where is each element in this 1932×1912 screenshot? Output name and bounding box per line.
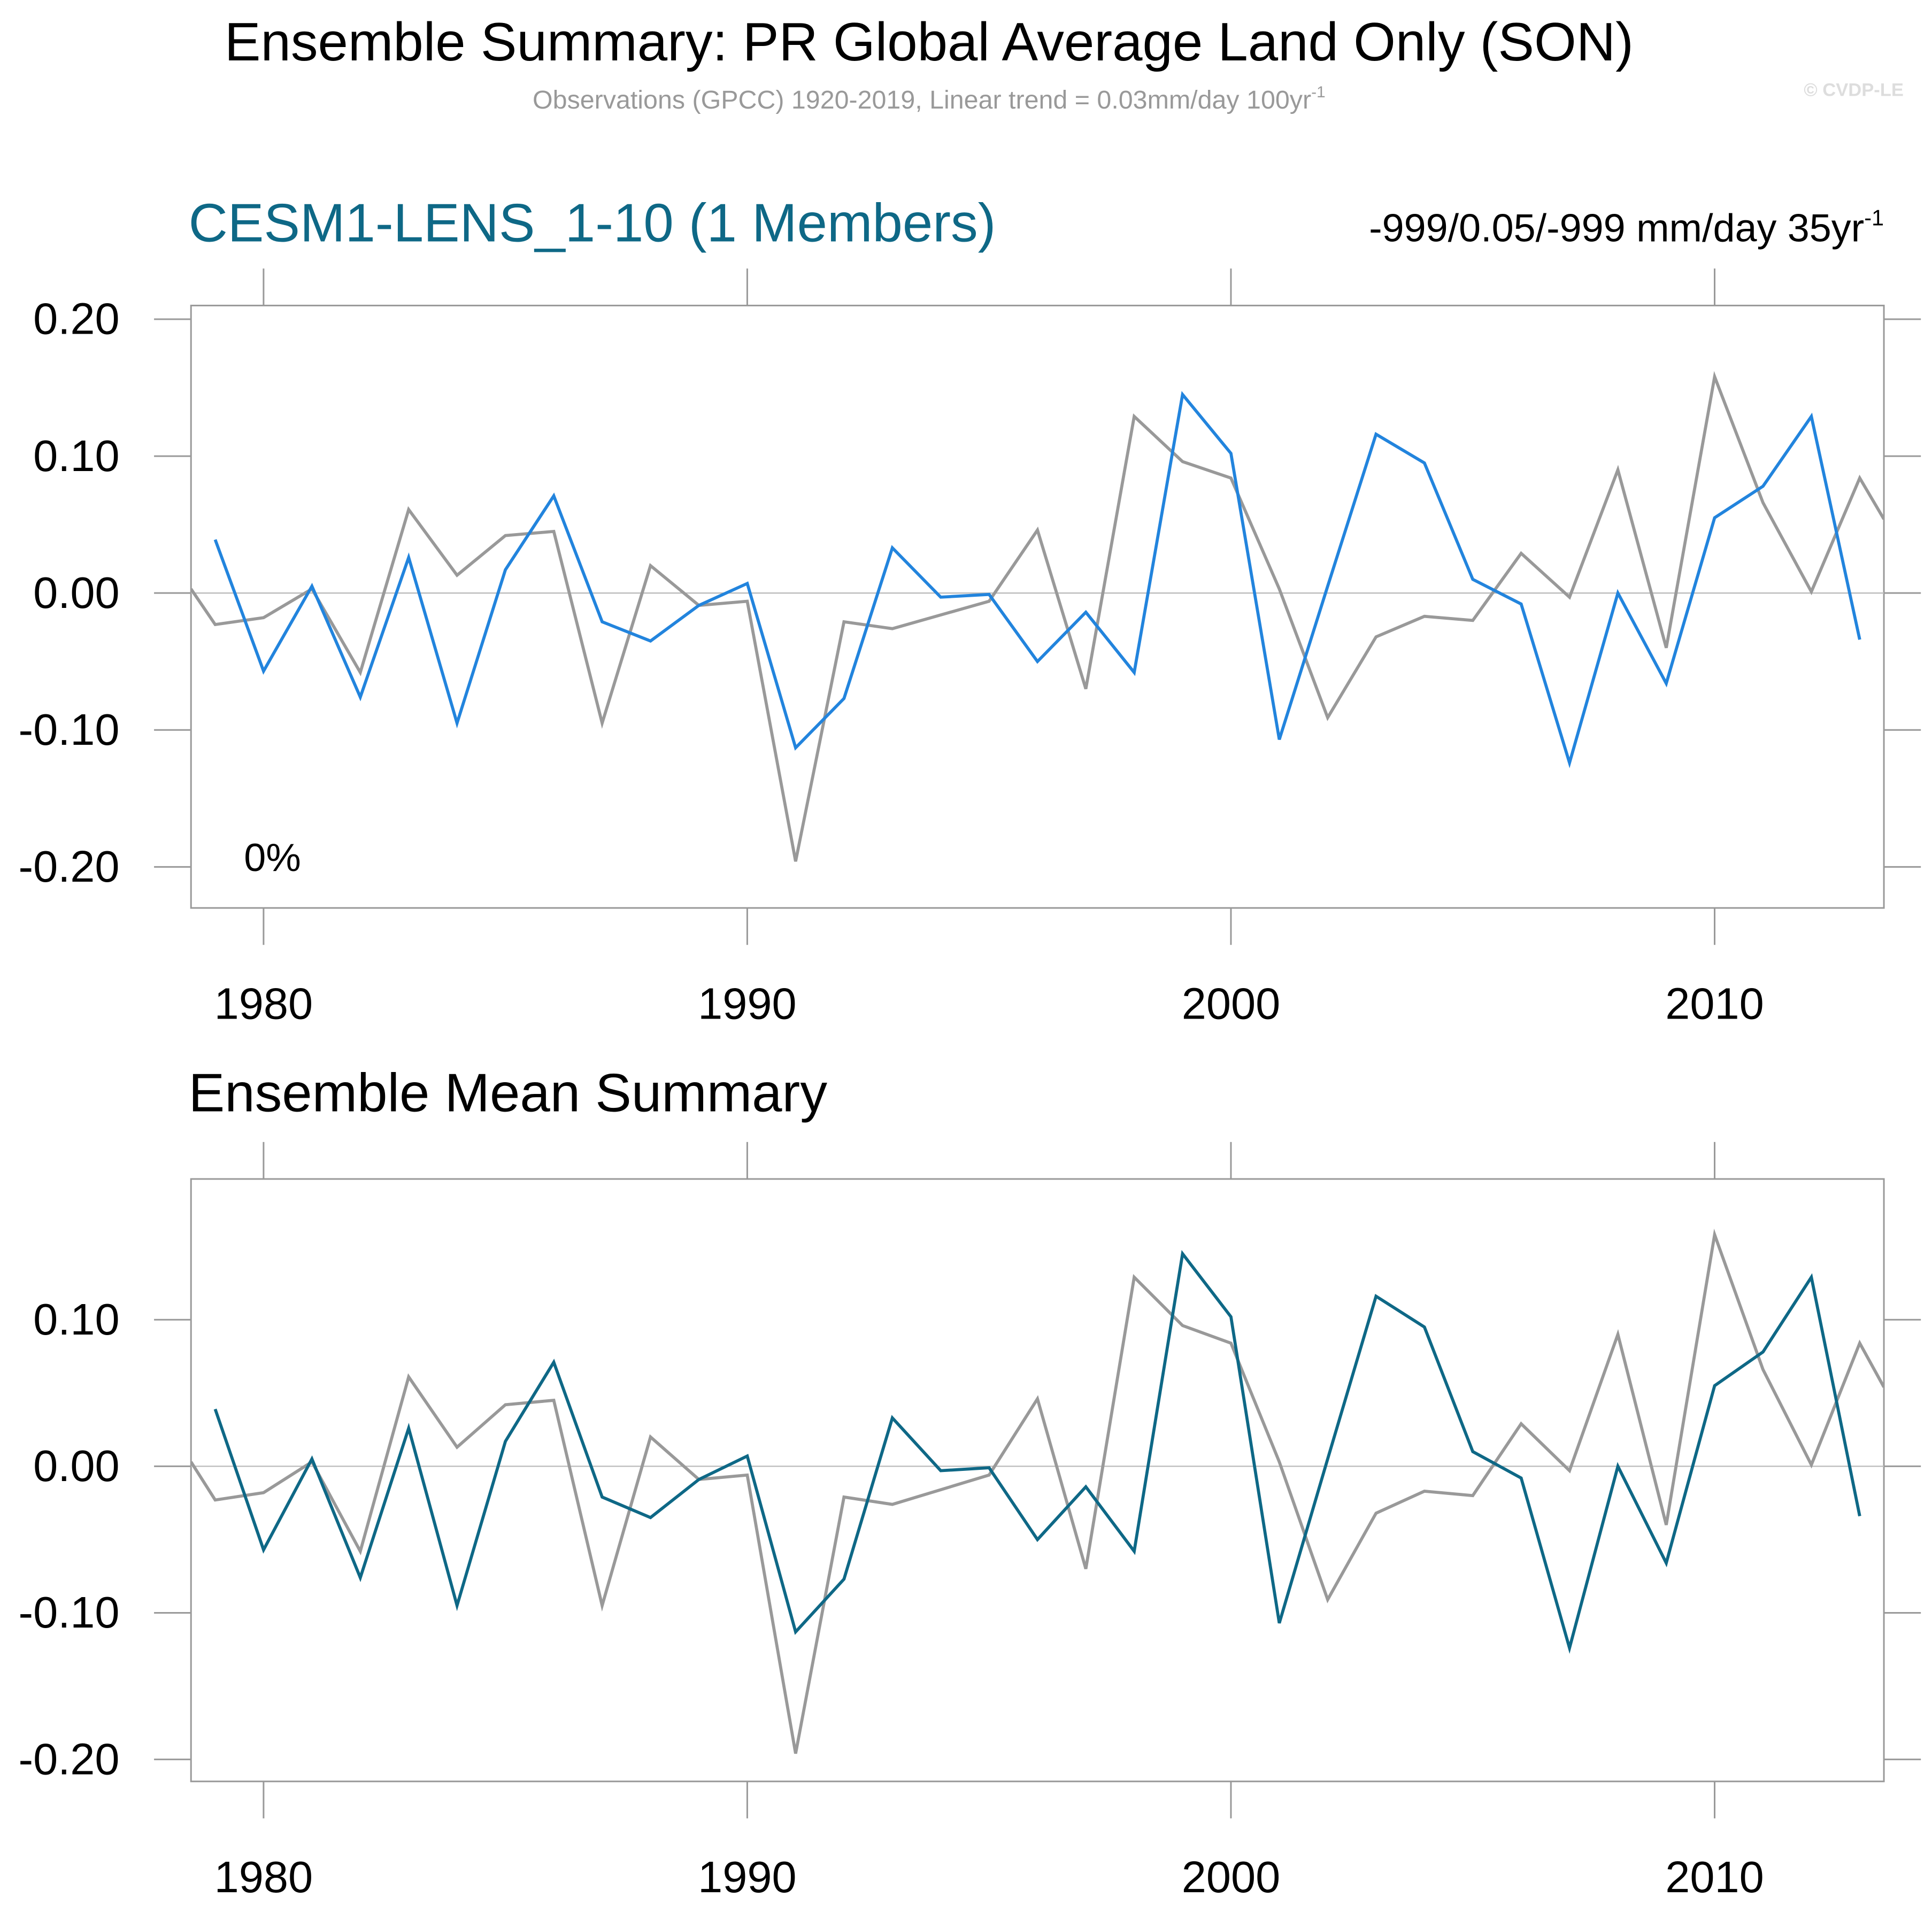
panel-title: Ensemble Mean Summary [189, 1062, 828, 1123]
y-tick-label: -0.10 [19, 705, 120, 754]
x-tick-label: 2000 [1182, 979, 1281, 1029]
panel-title: CESM1-LENS_1-10 (1 Members) [189, 193, 996, 253]
x-tick-label: 1980 [214, 1852, 313, 1902]
trend-sup: -1 [1864, 205, 1884, 230]
x-tick-label: 1980 [214, 979, 313, 1029]
y-tick-label: 0.10 [33, 1294, 119, 1344]
x-tick-label: 2010 [1665, 1852, 1764, 1902]
series-line [213, 1250, 1861, 1654]
subtitle-sup: -1 [1311, 83, 1326, 101]
trend-text: -999/0.05/-999 mm/day 35yr [1369, 206, 1864, 250]
y-tick-label: -0.20 [19, 842, 120, 891]
annotation: 0% [244, 835, 301, 880]
subtitle-text: Observations (GPCC) 1920-2019, Linear tr… [533, 86, 1311, 114]
credit: © CVDP-LE [1804, 80, 1904, 101]
plot-frame [190, 304, 1885, 909]
series-line [213, 391, 1861, 768]
series-line [191, 1228, 1884, 1754]
plot-frame [190, 1178, 1885, 1783]
x-tick-label: 2000 [1182, 1852, 1281, 1902]
page-title: Ensemble Summary: PR Global Average Land… [225, 12, 1634, 72]
y-tick-label: 0.00 [33, 568, 119, 618]
x-tick-label: 1990 [698, 1852, 797, 1902]
panel: CESM1-LENS_1-10 (1 Members) -999/0.05/-99… [19, 193, 1921, 1029]
y-tick-label: 0.20 [33, 294, 119, 344]
y-tick-label: 0.00 [33, 1441, 119, 1491]
trend-label: -999/0.05/-999 mm/day 35yr-1 [1369, 205, 1884, 250]
page-subtitle: Observations (GPCC) 1920-2019, Linear tr… [533, 83, 1326, 114]
x-tick-label: 2010 [1665, 979, 1764, 1029]
panel: Ensemble Mean Summary 0.10 0.00 -0.10 -0.20 1… [19, 1062, 1921, 1902]
x-tick-label: 1990 [698, 979, 797, 1029]
y-tick-label: -0.20 [19, 1734, 120, 1784]
y-tick-label: 0.10 [33, 431, 119, 481]
y-tick-label: -0.10 [19, 1587, 120, 1637]
series-line [191, 371, 1884, 862]
